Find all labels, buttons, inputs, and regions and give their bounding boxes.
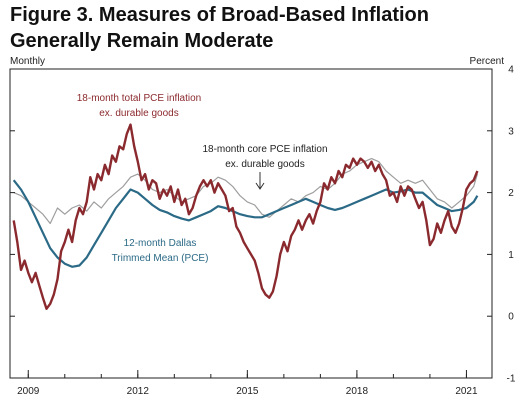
annotation-dallas-trimmed-mean: 12-month Dallas xyxy=(124,238,197,249)
annotation-core-pce: ex. durable goods xyxy=(225,159,305,170)
plot-frame xyxy=(9,68,493,379)
x-tick-label: 2021 xyxy=(455,386,478,397)
series-layer xyxy=(12,123,479,310)
annotation-dallas-trimmed-mean: Trimmed Mean (PCE) xyxy=(112,253,209,264)
series-line-total xyxy=(12,123,479,310)
x-tick-label: 2015 xyxy=(236,386,259,397)
x-tick-label: 2009 xyxy=(17,386,40,397)
y-tick-label: 2 xyxy=(508,188,514,199)
chart-title-line-1: Figure 3. Measures of Broad-Based Inflat… xyxy=(10,4,429,26)
y-tick-label: -1 xyxy=(507,374,516,385)
y-tick-label: 1 xyxy=(508,250,514,261)
chart-labels: 4 3 2 1 0 -1 2009 2012 2015 2018 2021 Monthly Percen… xyxy=(10,56,516,397)
right-unit-label: Percent xyxy=(470,56,505,67)
x-tick-label: 2018 xyxy=(346,386,369,397)
chart-title-line-2: Generally Remain Moderate xyxy=(10,30,274,52)
y-tick-label: 0 xyxy=(508,312,514,323)
series-line-core xyxy=(13,158,478,225)
annotation-core-pce: 18-month core PCE inflation xyxy=(202,144,327,155)
annotation-arrow xyxy=(255,172,265,190)
y-tick-label: 4 xyxy=(508,65,514,76)
y-tick-label: 3 xyxy=(508,126,514,137)
x-tick-label: 2012 xyxy=(127,386,150,397)
series-line-dallas xyxy=(12,179,479,268)
left-unit-label: Monthly xyxy=(10,56,45,67)
axis-frame xyxy=(9,68,493,379)
annotation-total-pce: 18-month total PCE inflation xyxy=(77,93,202,104)
annotation-total-pce: ex. durable goods xyxy=(99,108,179,119)
